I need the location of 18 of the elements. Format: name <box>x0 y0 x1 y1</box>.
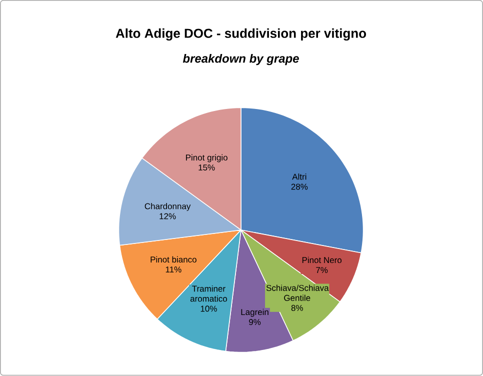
data-label: 28% <box>291 184 308 190</box>
data-label: 11% <box>166 266 182 273</box>
slice-label: Pinot bianco <box>150 256 196 263</box>
chart-subtitle: breakdown by grape <box>182 54 299 66</box>
data-label: 10% <box>200 306 217 312</box>
slice-label: Pinot Nero <box>302 256 342 264</box>
data-label: 9% <box>249 319 261 326</box>
data-label: 15% <box>198 164 215 171</box>
data-label: 7% <box>316 267 328 274</box>
data-label: 8% <box>291 305 303 312</box>
slice-label: Altri <box>292 174 306 180</box>
slice-label: Lagrein <box>241 308 268 317</box>
data-label: 12% <box>160 213 176 220</box>
slice-label: Chardonnay <box>144 203 191 212</box>
slice-label: Traminer aromatico <box>190 286 227 302</box>
slice-label: Schiava/Schiava Gentile <box>266 284 329 302</box>
slice-label: Pinot grigio <box>186 154 228 162</box>
chart-title: Alto Adige DOC - suddivision per vitigno <box>116 28 366 41</box>
